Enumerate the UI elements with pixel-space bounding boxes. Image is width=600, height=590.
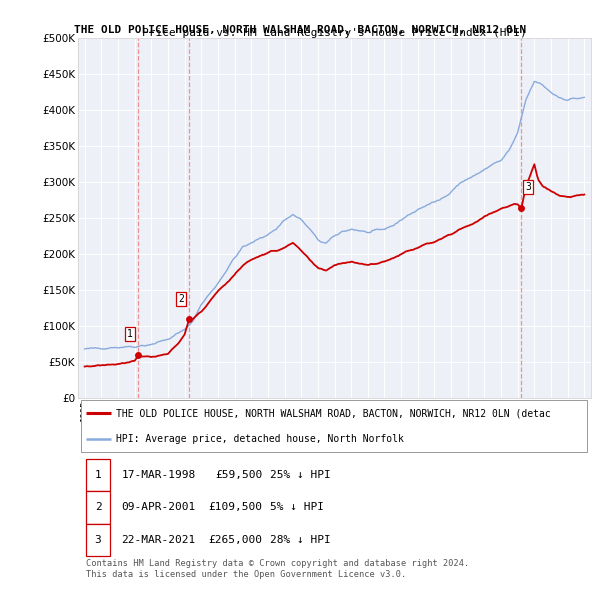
Text: This data is licensed under the Open Government Licence v3.0.: This data is licensed under the Open Gov… (86, 570, 406, 579)
Text: 1: 1 (127, 329, 133, 339)
Text: 17-MAR-1998: 17-MAR-1998 (122, 470, 196, 480)
Text: 22-MAR-2021: 22-MAR-2021 (122, 535, 196, 545)
Text: HPI: Average price, detached house, North Norfolk: HPI: Average price, detached house, Nort… (116, 434, 404, 444)
Text: 5% ↓ HPI: 5% ↓ HPI (271, 503, 325, 513)
Text: 1: 1 (95, 470, 101, 480)
Text: 25% ↓ HPI: 25% ↓ HPI (271, 470, 331, 480)
Text: £59,500: £59,500 (215, 470, 263, 480)
Text: THE OLD POLICE HOUSE, NORTH WALSHAM ROAD, BACTON, NORWICH, NR12 0LN: THE OLD POLICE HOUSE, NORTH WALSHAM ROAD… (74, 25, 526, 35)
Title: Price paid vs. HM Land Registry's House Price Index (HPI): Price paid vs. HM Land Registry's House … (142, 28, 527, 38)
Text: 2: 2 (178, 294, 184, 304)
FancyBboxPatch shape (80, 401, 587, 452)
Text: 28% ↓ HPI: 28% ↓ HPI (271, 535, 331, 545)
Text: 2: 2 (95, 503, 101, 513)
Text: 09-APR-2001: 09-APR-2001 (122, 503, 196, 513)
Text: THE OLD POLICE HOUSE, NORTH WALSHAM ROAD, BACTON, NORWICH, NR12 0LN (detac: THE OLD POLICE HOUSE, NORTH WALSHAM ROAD… (116, 408, 551, 418)
Text: Contains HM Land Registry data © Crown copyright and database right 2024.: Contains HM Land Registry data © Crown c… (86, 559, 469, 568)
Text: £109,500: £109,500 (209, 503, 263, 513)
FancyBboxPatch shape (86, 459, 110, 491)
FancyBboxPatch shape (86, 523, 110, 556)
Text: 3: 3 (95, 535, 101, 545)
FancyBboxPatch shape (86, 491, 110, 523)
Text: £265,000: £265,000 (209, 535, 263, 545)
Text: 3: 3 (525, 182, 531, 192)
